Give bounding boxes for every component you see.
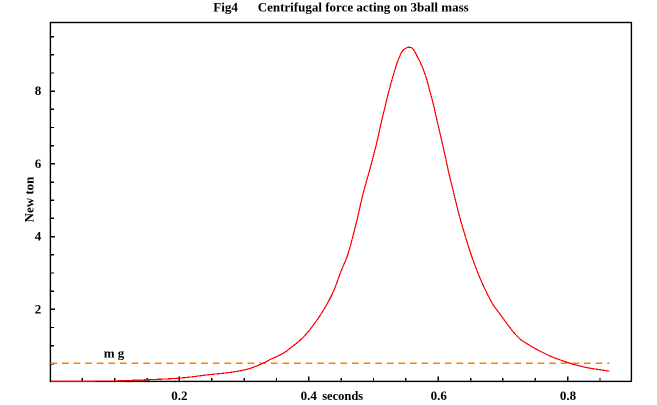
svg-text:Centrifugal force acting on 3b: Centrifugal force acting on 3ball mass (258, 0, 469, 14)
svg-text:seconds: seconds (322, 389, 363, 403)
svg-text:New ton: New ton (22, 176, 37, 223)
svg-text:0.8: 0.8 (560, 388, 577, 403)
svg-text:6: 6 (35, 156, 42, 171)
svg-text:8: 8 (35, 83, 42, 98)
svg-text:0.6: 0.6 (431, 388, 448, 403)
svg-text:2: 2 (35, 301, 42, 316)
svg-text:4: 4 (35, 229, 42, 244)
svg-text:m g: m g (104, 345, 125, 360)
svg-text:Fig4: Fig4 (213, 0, 238, 14)
svg-text:0.4: 0.4 (301, 388, 318, 403)
svg-text:0.2: 0.2 (171, 388, 187, 403)
